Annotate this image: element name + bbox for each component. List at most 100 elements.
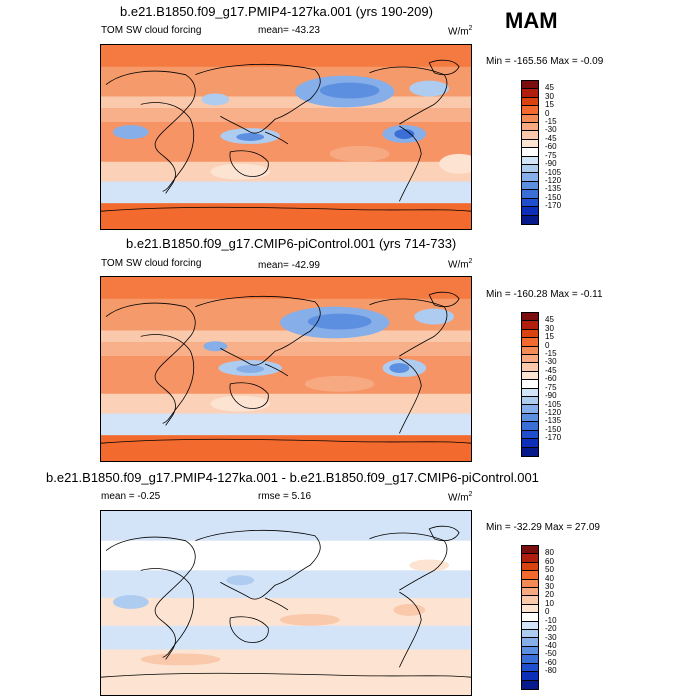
colorbar-tick-label: -40 xyxy=(545,640,557,650)
colorbar-tick-label: -60 xyxy=(545,142,557,152)
colorbar-segment xyxy=(522,181,538,191)
colorbar-tick-label: -135 xyxy=(545,184,562,194)
colorbar-tick-label: 20 xyxy=(545,590,554,600)
colorbar-tick-label: -60 xyxy=(545,657,557,667)
colorbar-tick-label: 30 xyxy=(545,323,554,333)
colorbar-segment xyxy=(522,439,538,448)
panel-1-colorbar xyxy=(521,80,539,225)
panel-2-left-label: TOM SW cloud forcing xyxy=(101,258,202,269)
colorbar-tick-label: 45 xyxy=(545,83,554,93)
colorbar-tick-label: -120 xyxy=(545,175,562,185)
colorbar-tick-label: -10 xyxy=(545,615,557,625)
panel-3-colorbar xyxy=(521,545,539,690)
colorbar-segment xyxy=(522,672,538,681)
panel-1-field xyxy=(101,45,471,229)
colorbar-tick-label: 0 xyxy=(545,108,550,118)
colorbar-segment xyxy=(522,579,538,589)
colorbar-segment xyxy=(522,680,538,689)
panel-2-colorbar xyxy=(521,312,539,457)
colorbar-tick-label: -75 xyxy=(545,382,557,392)
colorbar-segment xyxy=(522,571,538,580)
panel-3-mean-label: mean = -0.25 xyxy=(101,491,161,502)
colorbar-segment xyxy=(522,621,538,631)
colorbar-tick-label: 30 xyxy=(545,91,554,101)
colorbar-segment xyxy=(522,638,538,647)
colorbar-tick-label: 30 xyxy=(545,582,554,592)
colorbar-tick-label: -170 xyxy=(545,201,562,211)
colorbar-tick-label: -90 xyxy=(545,391,557,401)
colorbar-segment xyxy=(522,630,538,639)
colorbar-segment xyxy=(522,371,538,381)
colorbar-tick-label: 15 xyxy=(545,332,554,342)
colorbar-tick-label: 45 xyxy=(545,315,554,325)
colorbar-segment xyxy=(522,413,538,423)
colorbar-segment xyxy=(522,596,538,605)
colorbar-tick-label: -50 xyxy=(545,649,557,659)
colorbar-tick-label: -105 xyxy=(545,167,562,177)
colorbar-segment xyxy=(522,173,538,182)
colorbar-segment xyxy=(522,422,538,431)
colorbar-segment xyxy=(522,397,538,406)
colorbar-segment xyxy=(522,646,538,656)
panel-1-mean-label: mean= -43.23 xyxy=(258,25,320,36)
panel-2-field xyxy=(101,277,471,461)
panel-1-minmax: Min = -165.56 Max = -0.09 xyxy=(486,56,604,67)
colorbar-tick-label: 50 xyxy=(545,565,554,575)
colorbar-segment xyxy=(522,613,538,622)
colorbar-segment xyxy=(522,156,538,166)
panel-1-map xyxy=(100,44,472,230)
panel-2-units: W/m2 xyxy=(448,258,473,271)
colorbar-tick-label: -30 xyxy=(545,125,557,135)
colorbar-tick-label: -135 xyxy=(545,416,562,426)
colorbar-segment xyxy=(522,106,538,115)
colorbar-segment xyxy=(522,131,538,140)
panel-3-field xyxy=(101,511,471,695)
colorbar-tick-label: 80 xyxy=(545,548,554,558)
colorbar-tick-label: -30 xyxy=(545,632,557,642)
panel-2-title: b.e21.B1850.f09_g17.CMIP6-piControl.001 … xyxy=(126,236,457,251)
colorbar-segment xyxy=(522,355,538,364)
colorbar-segment xyxy=(522,380,538,389)
colorbar-tick-label: -75 xyxy=(545,150,557,160)
colorbar-segment xyxy=(522,198,538,208)
colorbar-segment xyxy=(522,123,538,132)
colorbar-tick-label: -45 xyxy=(545,365,557,375)
colorbar-tick-label: -20 xyxy=(545,624,557,634)
panel-2-map xyxy=(100,276,472,462)
colorbar-segment xyxy=(522,215,538,224)
colorbar-segment xyxy=(522,114,538,124)
colorbar-segment xyxy=(522,562,538,572)
colorbar-tick-label: 0 xyxy=(545,607,550,617)
panel-3-rmse-label: rmse = 5.16 xyxy=(258,491,312,502)
colorbar-segment xyxy=(522,663,538,673)
colorbar-segment xyxy=(522,148,538,157)
colorbar-segment xyxy=(522,346,538,356)
colorbar-tick-label: 60 xyxy=(545,556,554,566)
panel-3-minmax: Min = -32.29 Max = 27.09 xyxy=(486,522,600,533)
colorbar-tick-label: -150 xyxy=(545,192,562,202)
panel-1-units: W/m2 xyxy=(448,25,473,38)
colorbar-segment xyxy=(522,405,538,414)
colorbar-segment xyxy=(522,655,538,664)
colorbar-segment xyxy=(522,165,538,174)
colorbar-tick-label: -45 xyxy=(545,133,557,143)
panel-2-minmax: Min = -160.28 Max = -0.11 xyxy=(486,289,603,300)
colorbar-segment xyxy=(522,554,538,563)
panel-3-title: b.e21.B1850.f09_g17.PMIP4-127ka.001 - b.… xyxy=(46,470,539,485)
colorbar-segment xyxy=(522,207,538,216)
colorbar-tick-label: 0 xyxy=(545,340,550,350)
panel-3-map xyxy=(100,510,472,696)
panel-1-left-label: TOM SW cloud forcing xyxy=(101,25,202,36)
colorbar-tick-label: -150 xyxy=(545,424,562,434)
colorbar-segment xyxy=(522,447,538,456)
panel-1-title: b.e21.B1850.f09_g17.PMIP4-127ka.001 (yrs… xyxy=(120,4,433,19)
colorbar-segment xyxy=(522,604,538,614)
colorbar-tick-label: -30 xyxy=(545,357,557,367)
colorbar-segment xyxy=(522,363,538,372)
colorbar-segment xyxy=(522,89,538,98)
colorbar-tick-label: 10 xyxy=(545,598,554,608)
colorbar-segment xyxy=(522,588,538,597)
colorbar-segment xyxy=(522,338,538,347)
colorbar-tick-label: -170 xyxy=(545,433,562,443)
panel-2-mean-label: mean= -42.99 xyxy=(258,260,320,271)
